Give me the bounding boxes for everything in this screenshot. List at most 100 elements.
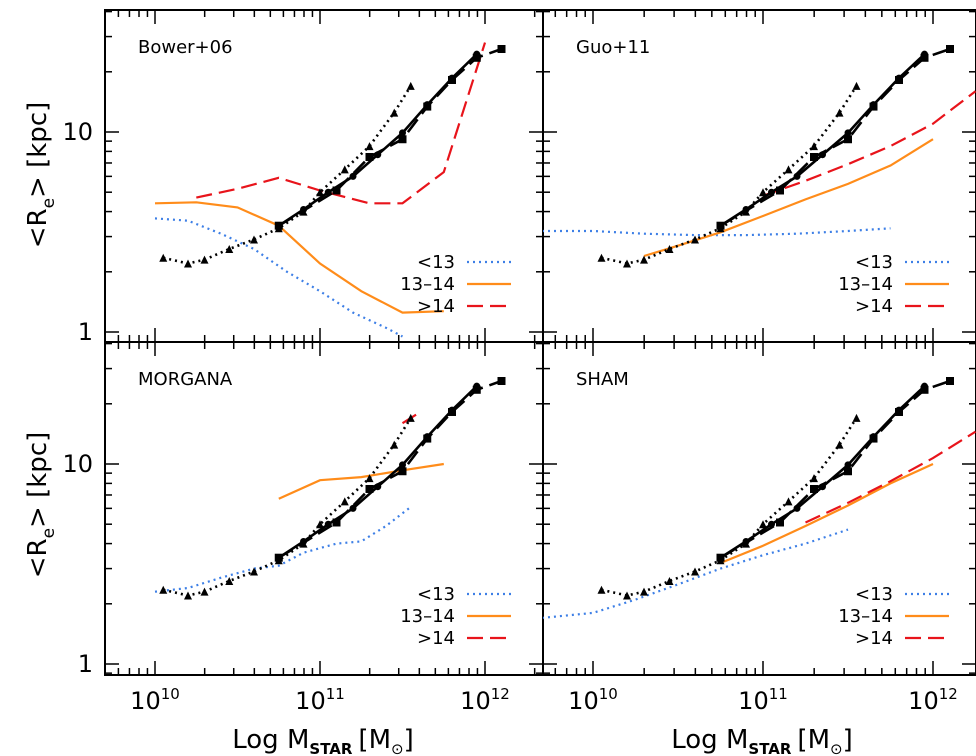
observed-line — [601, 417, 858, 597]
data-point — [640, 587, 648, 596]
data-point — [365, 152, 374, 161]
y-tick-label: 10 — [62, 450, 93, 478]
data-point — [184, 259, 192, 268]
series-line-13–14 — [278, 462, 444, 500]
panel-title: Bower+06 — [138, 37, 233, 58]
data-point — [844, 129, 852, 137]
data-point — [225, 245, 234, 254]
legend-label: >14 — [855, 296, 893, 317]
data-point — [497, 377, 506, 386]
panel-frame — [542, 9, 976, 343]
data-point — [665, 245, 674, 254]
data-point — [390, 108, 399, 117]
series-line->14 — [762, 90, 976, 197]
series-group — [154, 42, 506, 338]
data-point — [448, 75, 456, 84]
panel-title: SHAM — [576, 369, 629, 390]
y-axis-label-top: <Re> [kpc] — [23, 102, 59, 249]
data-point — [398, 467, 407, 476]
legend-label: 13–14 — [838, 274, 893, 295]
data-point — [250, 235, 258, 244]
data-point — [316, 520, 324, 529]
series-line-<13 — [154, 217, 404, 338]
observed-line — [163, 85, 412, 265]
data-point — [597, 253, 606, 262]
legend-label: 13–14 — [400, 274, 455, 295]
data-point — [184, 591, 192, 600]
data-point — [406, 413, 415, 422]
data-point — [869, 434, 878, 443]
data-point — [399, 129, 406, 137]
panel-title: MORGANA — [138, 369, 233, 390]
observed-line — [719, 53, 926, 227]
legend-label: <13 — [855, 252, 893, 273]
x-tick-label: 1010 — [568, 685, 618, 715]
series-line-13–14 — [154, 201, 444, 314]
data-point — [365, 142, 374, 151]
data-point — [640, 255, 648, 264]
panel-title: Guo+11 — [576, 37, 650, 58]
data-point — [691, 235, 699, 244]
data-point — [349, 172, 357, 180]
x-tick-label: 1010 — [130, 685, 180, 715]
data-point — [852, 413, 861, 422]
data-point — [423, 434, 432, 443]
observed-line — [278, 47, 502, 227]
data-point — [759, 520, 767, 529]
x-tick-label: 1011 — [295, 685, 345, 715]
series-group — [543, 45, 976, 268]
data-point — [365, 474, 374, 483]
data-point — [623, 591, 631, 600]
data-point — [665, 577, 674, 586]
data-point — [776, 186, 784, 195]
data-point — [399, 461, 406, 469]
data-point — [793, 172, 801, 180]
data-point — [448, 407, 456, 416]
data-point — [920, 53, 929, 62]
data-point — [332, 518, 341, 527]
data-point — [759, 188, 767, 197]
data-point — [835, 440, 844, 449]
data-point — [810, 474, 818, 483]
observed-line — [719, 379, 951, 559]
data-point — [274, 553, 283, 562]
data-point — [895, 407, 903, 416]
series-line->14 — [196, 42, 487, 205]
x-axis-label-left: Log MSTAR [M⊙] — [232, 725, 413, 756]
data-point — [497, 45, 506, 54]
data-point — [597, 585, 606, 594]
data-point — [844, 467, 852, 476]
series-line-<13 — [154, 506, 412, 593]
legend-label: 13–14 — [838, 606, 893, 627]
data-point — [159, 253, 168, 262]
legend-label: <13 — [417, 584, 455, 605]
y-tick-label: 10 — [62, 118, 93, 146]
data-point — [920, 385, 929, 394]
data-point — [869, 102, 878, 111]
data-point — [200, 255, 209, 264]
data-point — [472, 53, 481, 62]
data-point — [225, 577, 234, 586]
observed-line — [278, 385, 478, 559]
data-point — [472, 385, 481, 394]
data-point — [332, 186, 341, 195]
observed-line — [719, 47, 951, 227]
y-axis-label-bottom: <Re> [kpc] — [23, 432, 59, 579]
data-point — [716, 221, 725, 230]
legend-label: >14 — [417, 296, 455, 317]
series-group — [154, 377, 506, 600]
data-point — [895, 75, 903, 84]
observed-line — [278, 53, 478, 227]
panel-frame — [542, 341, 976, 676]
y-tick-label: 1 — [78, 650, 93, 678]
data-point — [844, 461, 852, 469]
data-point — [946, 45, 954, 54]
